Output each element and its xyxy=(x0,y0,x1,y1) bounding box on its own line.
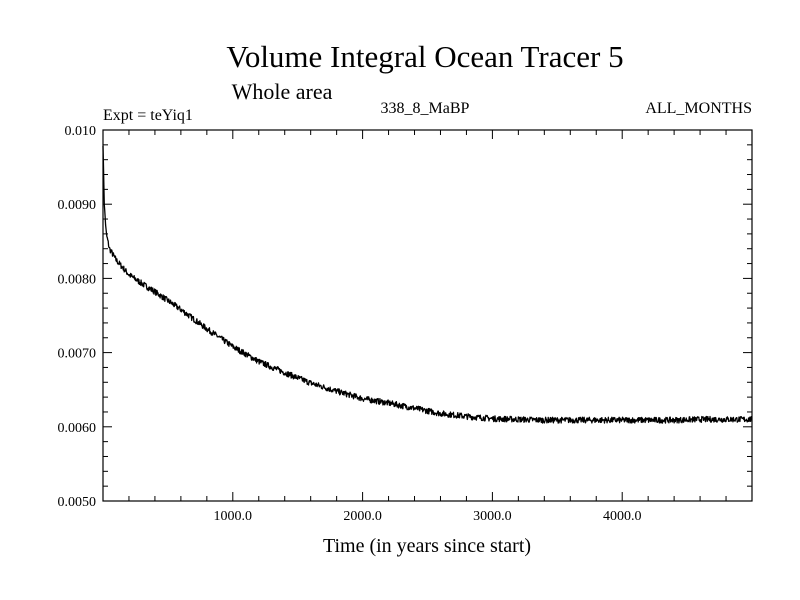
x-tick-label: 3000.0 xyxy=(473,509,512,524)
x-tick-label: 1000.0 xyxy=(214,509,253,524)
series-line xyxy=(102,145,753,424)
x-tick-label: 2000.0 xyxy=(343,509,382,524)
experiment-label: Expt = teYiq1 xyxy=(103,107,193,124)
y-tick-label: 0.0080 xyxy=(58,272,97,287)
x-tick-label: 4000.0 xyxy=(603,509,642,524)
chart-subtitle: Whole area xyxy=(232,79,333,104)
tick-labels: 1000.0 2000.0 3000.0 4000.0 0.0050 0.0060 0.00… xyxy=(58,124,642,524)
x-axis-label: Time (in years since start) xyxy=(323,535,531,557)
axis-ticks xyxy=(103,130,752,501)
y-tick-label: 0.0070 xyxy=(58,347,97,362)
y-tick-label: 0.010 xyxy=(65,124,97,139)
period-label: 338_8_MaBP xyxy=(381,100,470,117)
y-tick-label: 0.0060 xyxy=(58,421,97,436)
y-tick-label: 0.0090 xyxy=(58,198,97,213)
chart-title: Volume Integral Ocean Tracer 5 xyxy=(226,39,623,74)
y-tick-label: 0.0050 xyxy=(58,495,97,510)
plot-frame xyxy=(102,129,753,502)
months-label: ALL_MONTHS xyxy=(645,100,752,117)
